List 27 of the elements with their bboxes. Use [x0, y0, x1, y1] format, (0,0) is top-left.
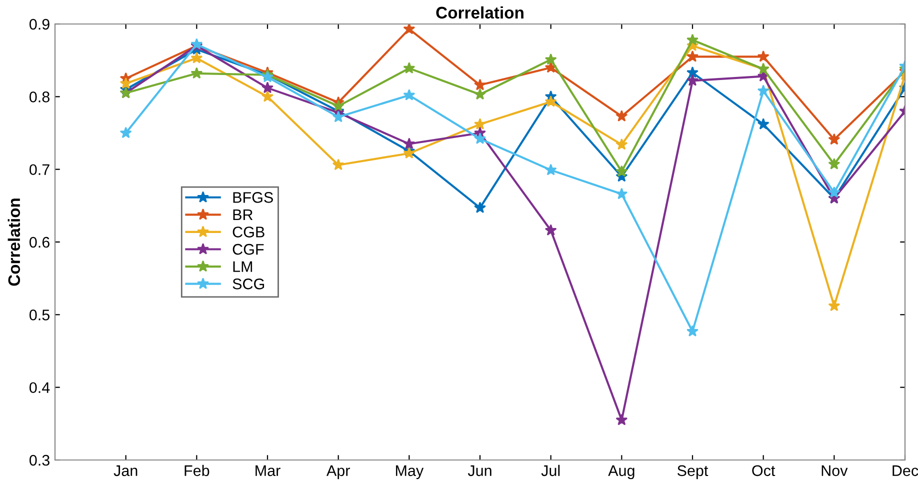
legend-label: SCG [232, 278, 264, 290]
x-tick-label: Jun [468, 465, 492, 476]
y-tick-label: 0.4 [30, 382, 50, 394]
legend-label: BFGS [233, 192, 273, 203]
y-axis-title: Correlation [8, 198, 20, 286]
x-tick-label: Dec [892, 465, 918, 476]
legend-label: LM [233, 261, 252, 272]
y-tick-label: 0.8 [30, 92, 50, 102]
x-tick-label: Jul [541, 464, 560, 476]
x-tick-label: May [396, 465, 424, 480]
x-tick-label: Mar [256, 465, 280, 476]
x-tick-label: Jan [114, 465, 138, 476]
y-tick-label: 0.3 [30, 454, 50, 466]
chart-title: Correlation [436, 6, 524, 19]
x-tick-label: Nov [822, 465, 848, 476]
x-tick-label: Aug [608, 465, 634, 480]
legend-label: CGB [232, 226, 264, 238]
legend-label: BR [233, 209, 253, 220]
x-tick-label: Feb [184, 464, 210, 476]
x-tick-label: Oct [752, 465, 776, 476]
x-tick-label: Sept [677, 465, 708, 480]
y-tick-label: 0.6 [30, 236, 50, 248]
x-tick-label: Apr [326, 465, 350, 480]
y-tick-label: 0.9 [30, 18, 50, 30]
y-tick-label: 0.7 [30, 164, 50, 176]
legend-label: CGF [232, 244, 264, 255]
y-tick-label: 0.5 [30, 310, 50, 320]
